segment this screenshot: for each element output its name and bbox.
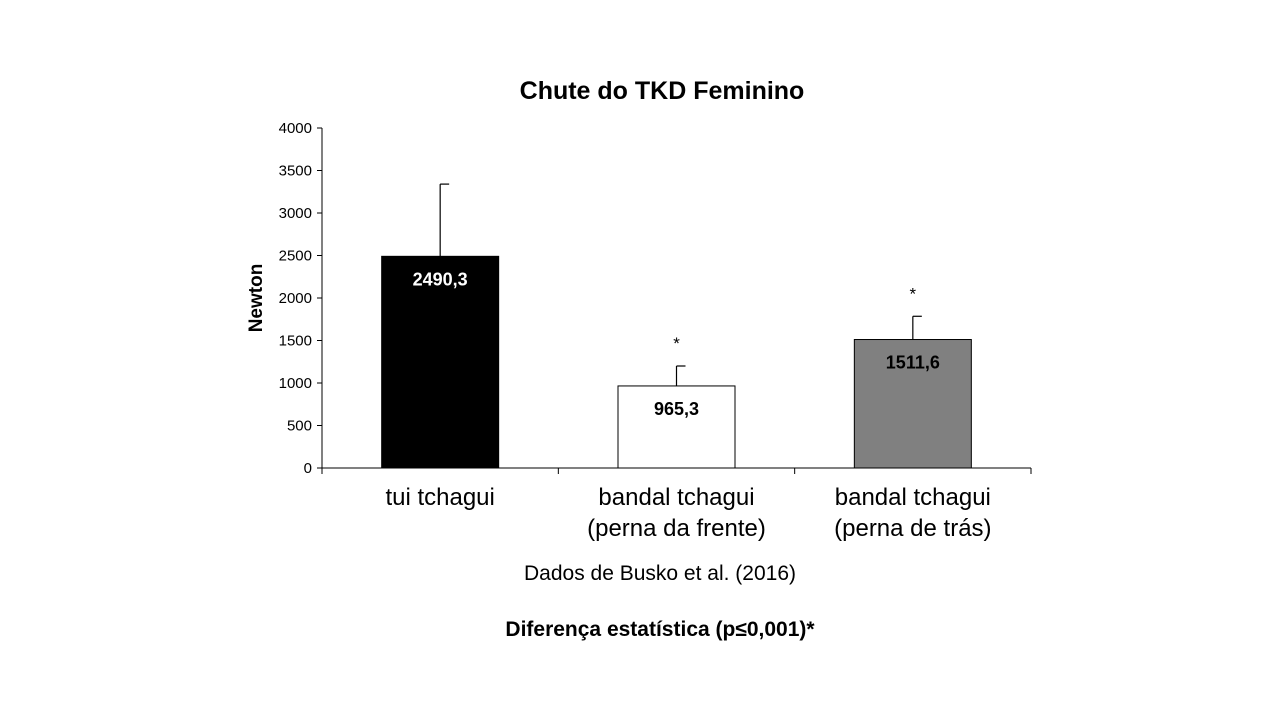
significance-note: Diferença estatística (p≤0,001)* <box>505 618 815 641</box>
y-tick-label: 1000 <box>279 375 312 392</box>
bar <box>617 385 736 469</box>
data-label: 2490,3 <box>413 269 468 289</box>
y-tick-label: 500 <box>287 418 312 435</box>
y-tick-label: 2000 <box>279 290 312 307</box>
source-note: Dados de Busko et al. (2016) <box>524 562 796 585</box>
y-tick-label: 0 <box>304 460 312 477</box>
y-tick-label: 4000 <box>279 120 312 137</box>
x-tick-label: bandal tchagui <box>598 484 754 511</box>
x-tick-label: (perna de trás) <box>834 515 991 542</box>
significance-marker: * <box>910 284 917 303</box>
y-tick-label: 1500 <box>279 333 312 350</box>
x-tick-label: bandal tchagui <box>835 484 991 511</box>
significance-marker: * <box>673 334 680 353</box>
y-tick-label: 2500 <box>279 248 312 265</box>
x-tick-label: (perna da frente) <box>587 515 766 542</box>
data-label: 1511,6 <box>886 353 940 373</box>
bar <box>853 339 972 469</box>
x-tick-label: tui tchagui <box>385 484 494 511</box>
bar-chart: Chute do TKD Feminino Newton 0 500 1000 1500 2… <box>246 77 1032 542</box>
y-axis-label: Newton <box>246 264 267 333</box>
y-tick-label: 3000 <box>279 205 312 222</box>
data-label: 965,3 <box>654 399 699 419</box>
bar <box>381 255 500 469</box>
chart-title: Chute do TKD Feminino <box>520 77 805 105</box>
y-tick-label: 3500 <box>279 163 312 180</box>
